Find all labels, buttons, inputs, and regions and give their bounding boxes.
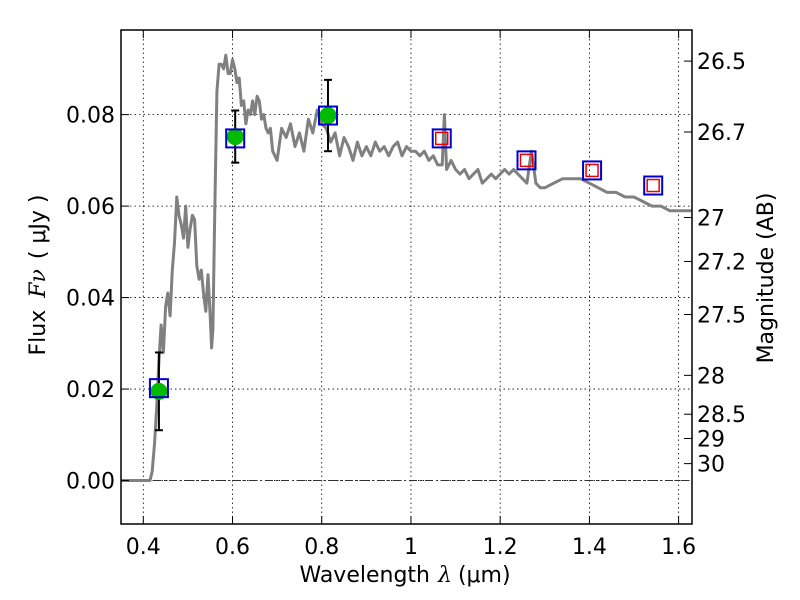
x-tick-labels: 0.4 0.6 0.8 1 1.2 1.4 1.6	[126, 535, 696, 560]
y-tick-label: 0.02	[66, 378, 115, 403]
model-sed-series	[121, 53, 692, 482]
predicted-square	[646, 178, 660, 193]
model-square	[431, 128, 452, 149]
x-tick-label: 1.2	[483, 535, 518, 560]
observed-points	[150, 107, 337, 400]
x-tick-label: 1.4	[572, 535, 607, 560]
y-tick-label: 0.04	[66, 287, 115, 312]
mag-tick-label: 29	[697, 427, 725, 452]
y-tick-label: 0.06	[66, 195, 115, 220]
y-axis-label: Flux Fν ( μJy )	[26, 194, 51, 355]
mag-tick-label: 28	[697, 364, 725, 389]
x-axis-label-unit: (μm)	[458, 563, 511, 588]
model-square	[148, 378, 169, 399]
model-square	[516, 150, 537, 171]
x-tick-label: 0.4	[126, 535, 161, 560]
mag-tick-label: 26.5	[697, 50, 746, 75]
y-axis-label-symbol: Fν	[26, 269, 51, 299]
model-square	[582, 160, 603, 181]
observed-point	[319, 107, 337, 125]
mag-tick-label: 30	[697, 453, 725, 478]
x-tick-label: 1	[404, 535, 418, 560]
sed-line	[121, 53, 692, 482]
right-axis-label: Magnitude (AB)	[754, 193, 779, 364]
x-tick-label: 0.6	[215, 535, 250, 560]
predicted-square	[585, 163, 599, 178]
observed-point	[226, 128, 244, 146]
y-tick-label: 0.00	[66, 470, 115, 495]
y-tick-labels: 0.00 0.02 0.04 0.06 0.08	[66, 104, 115, 495]
mag-tick-label: 27	[697, 207, 725, 232]
predicted-square	[519, 153, 534, 168]
x-axis-label-text: Wavelength	[299, 563, 430, 588]
y-tick-label: 0.08	[66, 104, 115, 129]
mag-tick-label: 27.2	[697, 250, 746, 275]
mag-tick-label: 28.5	[697, 403, 746, 428]
x-tick-label: 1.6	[661, 535, 696, 560]
x-axis-label-symbol: λ	[437, 563, 452, 588]
axis-ticks	[121, 30, 692, 524]
mag-tick-label: 26.7	[697, 121, 746, 146]
model-square	[317, 105, 338, 126]
model-square	[225, 128, 246, 149]
x-tick-label: 0.8	[304, 535, 339, 560]
y-axis-label-text: Flux	[26, 310, 51, 356]
y-axis-label-unit: ( μJy )	[26, 194, 51, 259]
x-axis-label: Wavelength λ (μm)	[299, 563, 510, 588]
plot-frame	[120, 29, 693, 525]
predicted-square	[434, 131, 449, 146]
model-square	[643, 175, 664, 196]
mag-tick-label: 27.5	[697, 304, 746, 329]
model-squares	[148, 105, 664, 399]
